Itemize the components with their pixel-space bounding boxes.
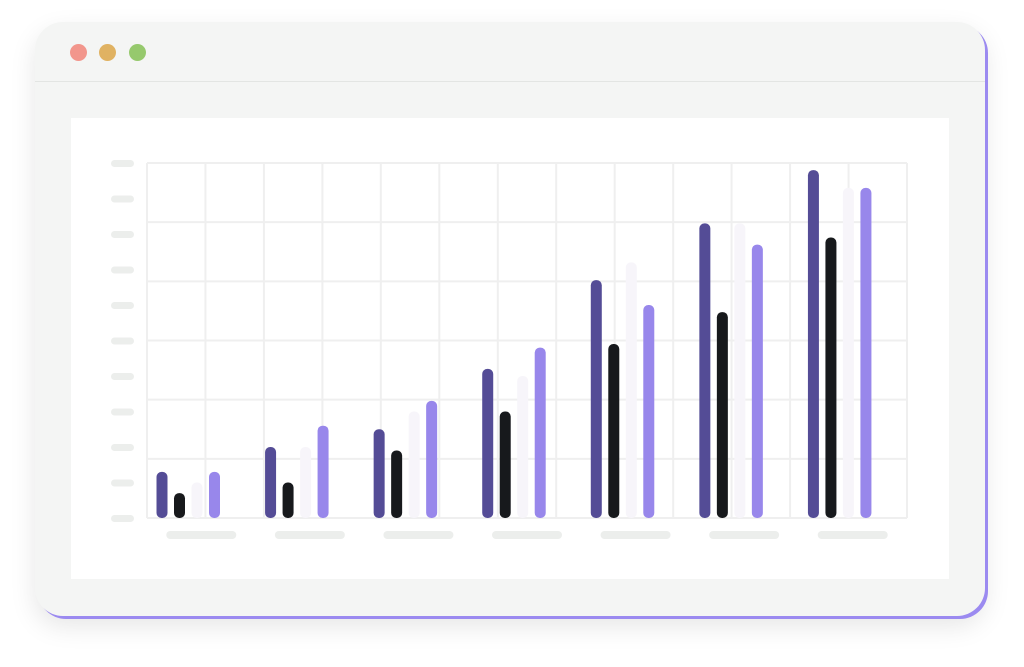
bar bbox=[391, 450, 403, 518]
bar bbox=[408, 411, 420, 518]
bar bbox=[716, 312, 728, 518]
bar bbox=[156, 471, 168, 518]
x-category-label-placeholder bbox=[600, 531, 671, 539]
bar bbox=[825, 237, 837, 519]
x-category-label-placeholder bbox=[709, 531, 780, 539]
bar bbox=[517, 376, 529, 518]
bar bbox=[174, 493, 185, 518]
bar bbox=[209, 471, 220, 518]
bar-chart bbox=[111, 160, 908, 539]
y-tick-label-placeholder bbox=[111, 408, 134, 416]
bar bbox=[282, 482, 294, 518]
y-tick-label-placeholder bbox=[111, 373, 134, 380]
y-tick-label-placeholder bbox=[111, 515, 134, 522]
title-bar bbox=[35, 22, 985, 82]
bar bbox=[807, 170, 819, 518]
x-category-label-placeholder bbox=[492, 531, 562, 539]
bar bbox=[265, 447, 277, 518]
bar bbox=[734, 223, 746, 518]
bar bbox=[191, 482, 203, 518]
bar bbox=[317, 425, 329, 518]
x-category-label-placeholder bbox=[817, 531, 888, 539]
bar bbox=[373, 429, 385, 518]
bar bbox=[300, 447, 312, 518]
bar bbox=[625, 262, 637, 518]
bar bbox=[590, 280, 602, 518]
y-tick-label-placeholder bbox=[111, 337, 134, 345]
x-category-label-placeholder bbox=[166, 531, 237, 539]
y-tick-label-placeholder bbox=[111, 302, 134, 309]
x-category-label-placeholder bbox=[383, 531, 454, 539]
y-tick-label-placeholder bbox=[111, 266, 134, 274]
chart-panel bbox=[71, 118, 949, 579]
bar bbox=[643, 305, 655, 518]
bar bbox=[842, 187, 854, 518]
y-tick-label-placeholder bbox=[111, 195, 134, 203]
app-window bbox=[35, 22, 985, 616]
y-tick-label-placeholder bbox=[111, 444, 134, 451]
bar bbox=[751, 244, 763, 518]
bar bbox=[482, 368, 494, 518]
bar bbox=[534, 347, 546, 518]
close-button[interactable] bbox=[70, 44, 87, 61]
y-tick-label-placeholder bbox=[111, 160, 134, 167]
zoom-button[interactable] bbox=[129, 44, 146, 61]
bar bbox=[426, 400, 438, 518]
y-tick-label-placeholder bbox=[111, 479, 134, 487]
bar bbox=[608, 344, 620, 518]
bar bbox=[860, 187, 872, 518]
y-tick-label-placeholder bbox=[111, 231, 134, 238]
x-category-label-placeholder bbox=[274, 531, 345, 539]
bar bbox=[499, 411, 511, 518]
bar bbox=[699, 223, 711, 518]
minimize-button[interactable] bbox=[99, 44, 116, 61]
